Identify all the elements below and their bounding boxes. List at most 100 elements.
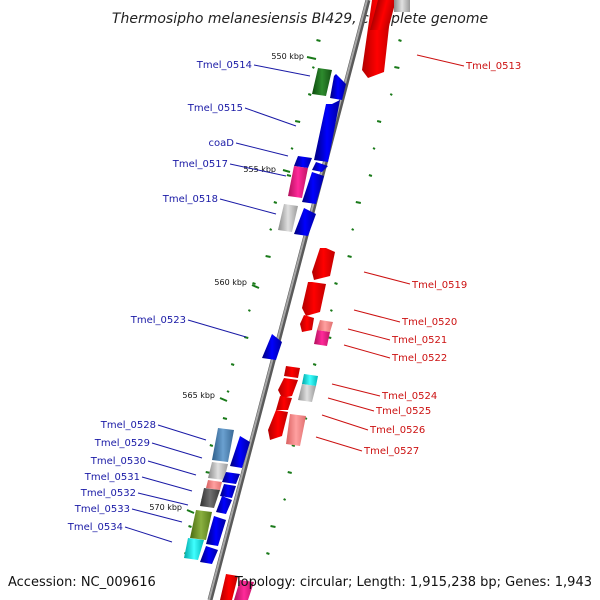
forward-misc-feature — [200, 488, 220, 508]
gene-label-tmel-0524[interactable]: Tmel_0524 — [381, 391, 437, 402]
gene-label-tmel-0530[interactable]: Tmel_0530 — [90, 456, 146, 467]
forward-misc-feature — [208, 462, 228, 480]
reverse-cds-arrow — [300, 315, 314, 332]
gene-label-tmel-0519[interactable]: Tmel_0519 — [411, 280, 467, 291]
leader-line — [141, 476, 193, 492]
rna-feature — [394, 0, 410, 12]
gc-tick — [222, 417, 228, 420]
gc-tick — [209, 444, 214, 447]
gc-tick — [269, 228, 273, 231]
leader-line — [321, 414, 369, 431]
gene-label-tmel-0521[interactable]: Tmel_0521 — [391, 335, 447, 346]
ruler-label-555: 555 kbp — [243, 165, 276, 174]
reverse-cds-arrow — [276, 396, 292, 410]
leader-line — [331, 383, 381, 397]
gene-label-tmel-0523[interactable]: Tmel_0523 — [130, 315, 186, 326]
gene-label-tmel-0529[interactable]: Tmel_0529 — [94, 438, 150, 449]
forward-rna-feature — [190, 510, 212, 540]
gene-label-tmel-0520[interactable]: Tmel_0520 — [401, 317, 457, 328]
forward-cds-arrow — [206, 516, 226, 546]
rna-feature — [314, 330, 330, 346]
gc-tick — [230, 363, 235, 366]
gc-tick — [290, 147, 294, 150]
gene-label-tmel-0534[interactable]: Tmel_0534 — [67, 522, 123, 533]
gc-tick — [368, 174, 373, 177]
forward-cds-arrow — [330, 74, 346, 100]
gene-label-tmel-0531[interactable]: Tmel_0531 — [84, 472, 140, 483]
forward-cds-arrow — [222, 472, 240, 484]
leader-line — [124, 526, 173, 543]
trna-feature — [302, 374, 318, 386]
gc-tick — [283, 498, 287, 501]
forward-gene-labels: Tmel_0514 Tmel_0515 coaD Tmel_0517 Tmel_… — [67, 60, 252, 533]
pseudogene-feature — [317, 320, 333, 332]
gc-tick — [355, 201, 362, 204]
forward-rna-feature — [312, 68, 332, 96]
ruler-label-570: 570 kbp — [149, 503, 182, 512]
gene-label-tmel-0515[interactable]: Tmel_0515 — [187, 103, 243, 114]
forward-cds-arrow — [314, 100, 340, 162]
gc-tick — [291, 444, 296, 447]
gene-label-tmel-0517[interactable]: Tmel_0517 — [172, 159, 228, 170]
rna-feature — [234, 580, 254, 600]
leader-line — [363, 271, 411, 285]
leader-line — [343, 344, 391, 359]
forward-cds-arrow — [312, 162, 328, 172]
gc-tick — [334, 282, 338, 285]
forward-cds-arrow — [294, 156, 312, 168]
gc-tick — [316, 39, 321, 42]
leader-line — [244, 107, 297, 127]
leader-line — [147, 460, 197, 476]
leader-line — [327, 397, 375, 412]
reverse-cds-arrow — [369, 0, 396, 30]
gene-label-coad[interactable]: coaD — [209, 138, 235, 149]
gc-tick — [389, 93, 393, 96]
leader-line — [416, 54, 465, 67]
topology-text: Topology: circular; Length: 1,915,238 bp… — [234, 575, 592, 590]
forward-cds-arrow — [220, 484, 236, 498]
gene-label-tmel-0525[interactable]: Tmel_0525 — [375, 406, 431, 417]
gc-tick — [188, 525, 192, 528]
gene-label-tmel-0518[interactable]: Tmel_0518 — [162, 194, 218, 205]
gc-tick — [376, 120, 382, 123]
gc-tick — [329, 309, 333, 312]
forward-rna-feature — [288, 166, 308, 198]
gene-label-tmel-0533[interactable]: Tmel_0533 — [74, 504, 130, 515]
gc-tick — [226, 390, 230, 393]
gene-label-tmel-0532[interactable]: Tmel_0532 — [80, 488, 136, 499]
gc-tick — [294, 120, 301, 123]
leader-line — [187, 319, 247, 338]
gene-label-tmel-0526[interactable]: Tmel_0526 — [369, 425, 425, 436]
forward-cds-arrow — [294, 208, 316, 236]
leader-line — [229, 163, 287, 177]
gc-tick — [266, 552, 270, 555]
gene-label-tmel-0527[interactable]: Tmel_0527 — [363, 446, 419, 457]
reverse-cds-arrow — [278, 378, 298, 398]
gc-tick — [347, 255, 352, 258]
gc-tick — [265, 255, 271, 258]
leader-line — [315, 436, 363, 452]
gene-label-tmel-0514[interactable]: Tmel_0514 — [196, 60, 252, 71]
leader-line — [219, 198, 277, 215]
reverse-cds-arrow — [220, 574, 238, 600]
forward-cds-arrow — [262, 334, 282, 360]
gc-tick — [307, 93, 312, 96]
gc-tick — [247, 309, 251, 312]
forward-cds-arrow — [230, 436, 250, 468]
ruler-tick — [186, 509, 195, 514]
leader-line — [253, 64, 311, 77]
gc-tick — [252, 282, 256, 285]
leader-line — [151, 442, 203, 459]
forward-pseudogene-feature — [206, 480, 222, 490]
forward-rna-feature — [212, 428, 234, 462]
gene-label-tmel-0528[interactable]: Tmel_0528 — [100, 420, 156, 431]
pseudogene-feature — [286, 414, 306, 446]
forward-trna-feature — [184, 538, 204, 560]
leader-line — [157, 424, 207, 441]
leader-line — [235, 142, 289, 157]
reverse-cds-arrow — [312, 248, 335, 280]
gene-label-tmel-0513[interactable]: Tmel_0513 — [465, 61, 521, 72]
reverse-gene-labels: Tmel_0513 Tmel_0519 Tmel_0520 Tmel_0521 … — [363, 61, 521, 457]
gene-label-tmel-0522[interactable]: Tmel_0522 — [391, 353, 447, 364]
